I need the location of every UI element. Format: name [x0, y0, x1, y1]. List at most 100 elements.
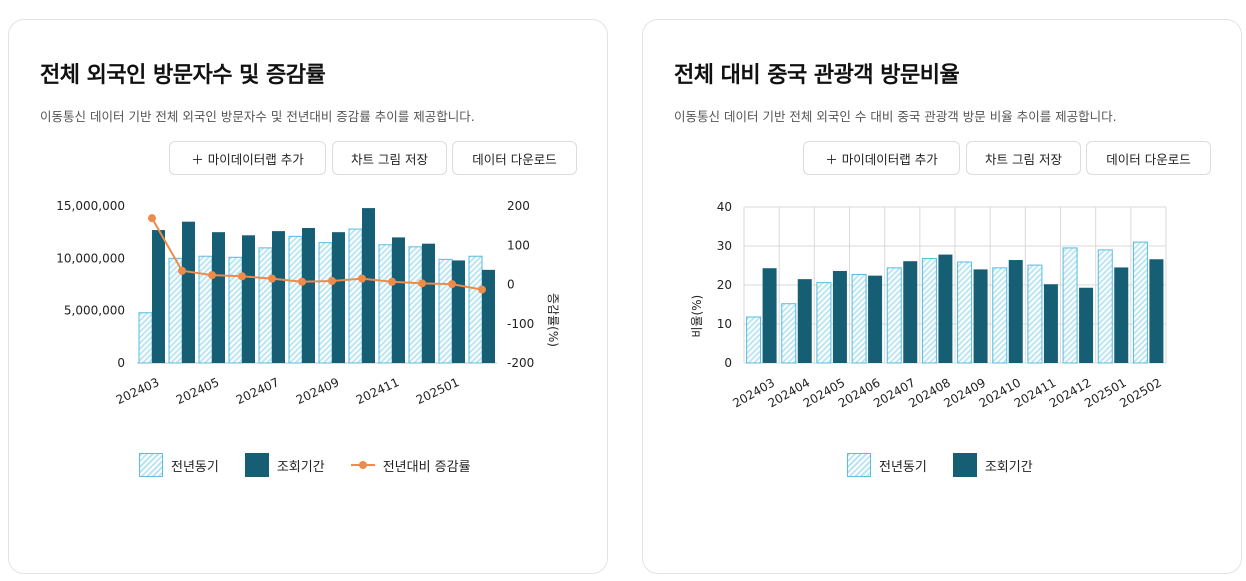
bar-prev-year: [378, 244, 393, 364]
add-mydatalab-button[interactable]: ＋ 마이데이터랩 추가: [169, 141, 326, 175]
bar-current-period: [152, 230, 165, 363]
bar-current-period: [482, 269, 495, 363]
bar-prev-year: [258, 247, 273, 364]
rate-point: [478, 285, 486, 294]
visitor-chart: 0 5,000,000 10,000,000 15,000,000 -200 -100 0 1…: [56, 199, 560, 407]
rate-point: [298, 277, 306, 286]
rate-point: [208, 271, 216, 280]
y-left-tick-label: 0: [117, 356, 125, 370]
bar-prev-year: [886, 267, 902, 364]
y-left-tick-label: 15,000,000: [56, 199, 125, 213]
bar-prev-year: [1132, 241, 1148, 364]
bar-current-period: [868, 275, 883, 363]
current-swatch: [952, 453, 977, 477]
bar-prev-year: [781, 303, 797, 364]
chart-legend: 전년동기 조회기간: [847, 453, 1033, 477]
card-title: 전체 대비 중국 관광객 방문비율: [674, 63, 960, 88]
bar-current-period: [242, 235, 255, 363]
rate-point: [418, 279, 426, 288]
card-description: 이동통신 데이터 기반 전체 외국인 수 대비 중국 관광객 방문 비율 추이를…: [674, 109, 1117, 124]
bar-prev-year: [1097, 249, 1113, 364]
legend-label-current: 조회기간: [984, 459, 1033, 475]
card-description: 이동통신 데이터 기반 전체 외국인 방문자수 및 전년대비 증감률 추이를 제…: [40, 109, 475, 124]
y-right-axis-label: 증감률(%): [546, 293, 560, 347]
bar-current-period: [392, 237, 405, 363]
legend-item-rate[interactable]: 전년대비 증감률: [350, 456, 471, 475]
bar-current-period: [332, 232, 345, 363]
y-tick-label: 30: [717, 239, 732, 253]
x-tick-label: 202405: [174, 375, 221, 407]
rate-point: [178, 266, 186, 275]
save-chart-image-button[interactable]: 차트 그림 저장: [332, 141, 447, 175]
bar-current-period: [452, 260, 465, 363]
download-data-button[interactable]: 데이터 다운로드: [452, 141, 577, 175]
bar-current-period: [903, 261, 918, 363]
x-tick-label: 202501: [414, 375, 461, 407]
rate-point: [388, 277, 396, 286]
chart-legend: 전년동기 조회기간 전년대비 증감률: [139, 453, 471, 477]
y-right-tick-label: -200: [507, 356, 534, 370]
bar-current-period: [832, 270, 847, 363]
download-data-button[interactable]: 데이터 다운로드: [1086, 141, 1211, 175]
bar-current-period: [1079, 287, 1094, 363]
rate-point: [448, 280, 456, 289]
current-swatch: [244, 453, 269, 477]
prev-swatch: [139, 453, 163, 477]
x-tick-label: 202407: [234, 375, 281, 407]
y-tick-label: 20: [717, 278, 732, 292]
add-mydatalab-button[interactable]: ＋ 마이데이터랩 추가: [803, 141, 960, 175]
bar-current-period: [212, 232, 225, 363]
bar-prev-year: [318, 242, 333, 364]
bar-prev-year: [348, 228, 363, 364]
bar-current-period: [1008, 260, 1023, 363]
save-chart-image-button[interactable]: 차트 그림 저장: [966, 141, 1081, 175]
bar-current-period: [362, 208, 375, 363]
bar-prev-year: [408, 246, 423, 364]
bar-prev-year: [138, 312, 153, 364]
y-left-tick-label: 5,000,000: [64, 304, 125, 318]
x-tick-label: 202403: [114, 375, 161, 407]
bar-prev-year: [1062, 247, 1078, 364]
y-tick-label: 10: [717, 317, 732, 331]
bar-current-period: [1149, 259, 1164, 363]
bar-prev-year: [746, 316, 762, 364]
bar-prev-year: [816, 282, 832, 364]
rate-line: [151, 217, 483, 291]
bar-current-period: [797, 279, 812, 363]
legend-item-prev[interactable]: 전년동기: [139, 453, 219, 477]
rate-point: [328, 276, 336, 285]
legend-label-rate: 전년대비 증감률: [382, 459, 471, 475]
bar-current-period: [762, 268, 777, 363]
legend-label-prev: 전년동기: [879, 459, 927, 475]
y-axis-label: 비율(%): [690, 295, 704, 338]
y-right-tick-label: -100: [507, 317, 534, 331]
bar-current-period: [973, 269, 988, 363]
bar-prev-year: [921, 257, 937, 364]
legend-item-current[interactable]: 조회기간: [244, 453, 325, 477]
bar-prev-year: [957, 261, 973, 364]
legend-label-current: 조회기간: [276, 459, 325, 475]
x-tick-label: 202409: [294, 375, 341, 407]
china-ratio-chart: 010203040비율(%)20240320240420240520240620…: [690, 200, 1167, 411]
bar-current-period: [1043, 284, 1058, 363]
bar-current-period: [938, 254, 953, 363]
bar-prev-year: [288, 235, 303, 364]
bar-current-period: [272, 231, 285, 363]
rate-point: [268, 274, 276, 283]
legend-label-prev: 전년동기: [171, 459, 219, 475]
prev-swatch: [847, 453, 871, 477]
rate-point: [238, 272, 246, 281]
rate-point: [358, 274, 366, 283]
bar-prev-year: [992, 267, 1008, 364]
bar-current-period: [422, 243, 435, 363]
bar-prev-year: [1027, 264, 1043, 364]
bar-current-period: [182, 221, 195, 363]
bar-prev-year: [468, 255, 483, 364]
legend-item-prev[interactable]: 전년동기: [847, 453, 927, 477]
rate-swatch: [350, 459, 375, 471]
bar-prev-year: [438, 258, 453, 364]
legend-item-current[interactable]: 조회기간: [952, 453, 1033, 477]
bar-current-period: [1114, 267, 1129, 363]
bar-prev-year: [851, 273, 867, 364]
y-left-tick-label: 10,000,000: [56, 251, 125, 265]
